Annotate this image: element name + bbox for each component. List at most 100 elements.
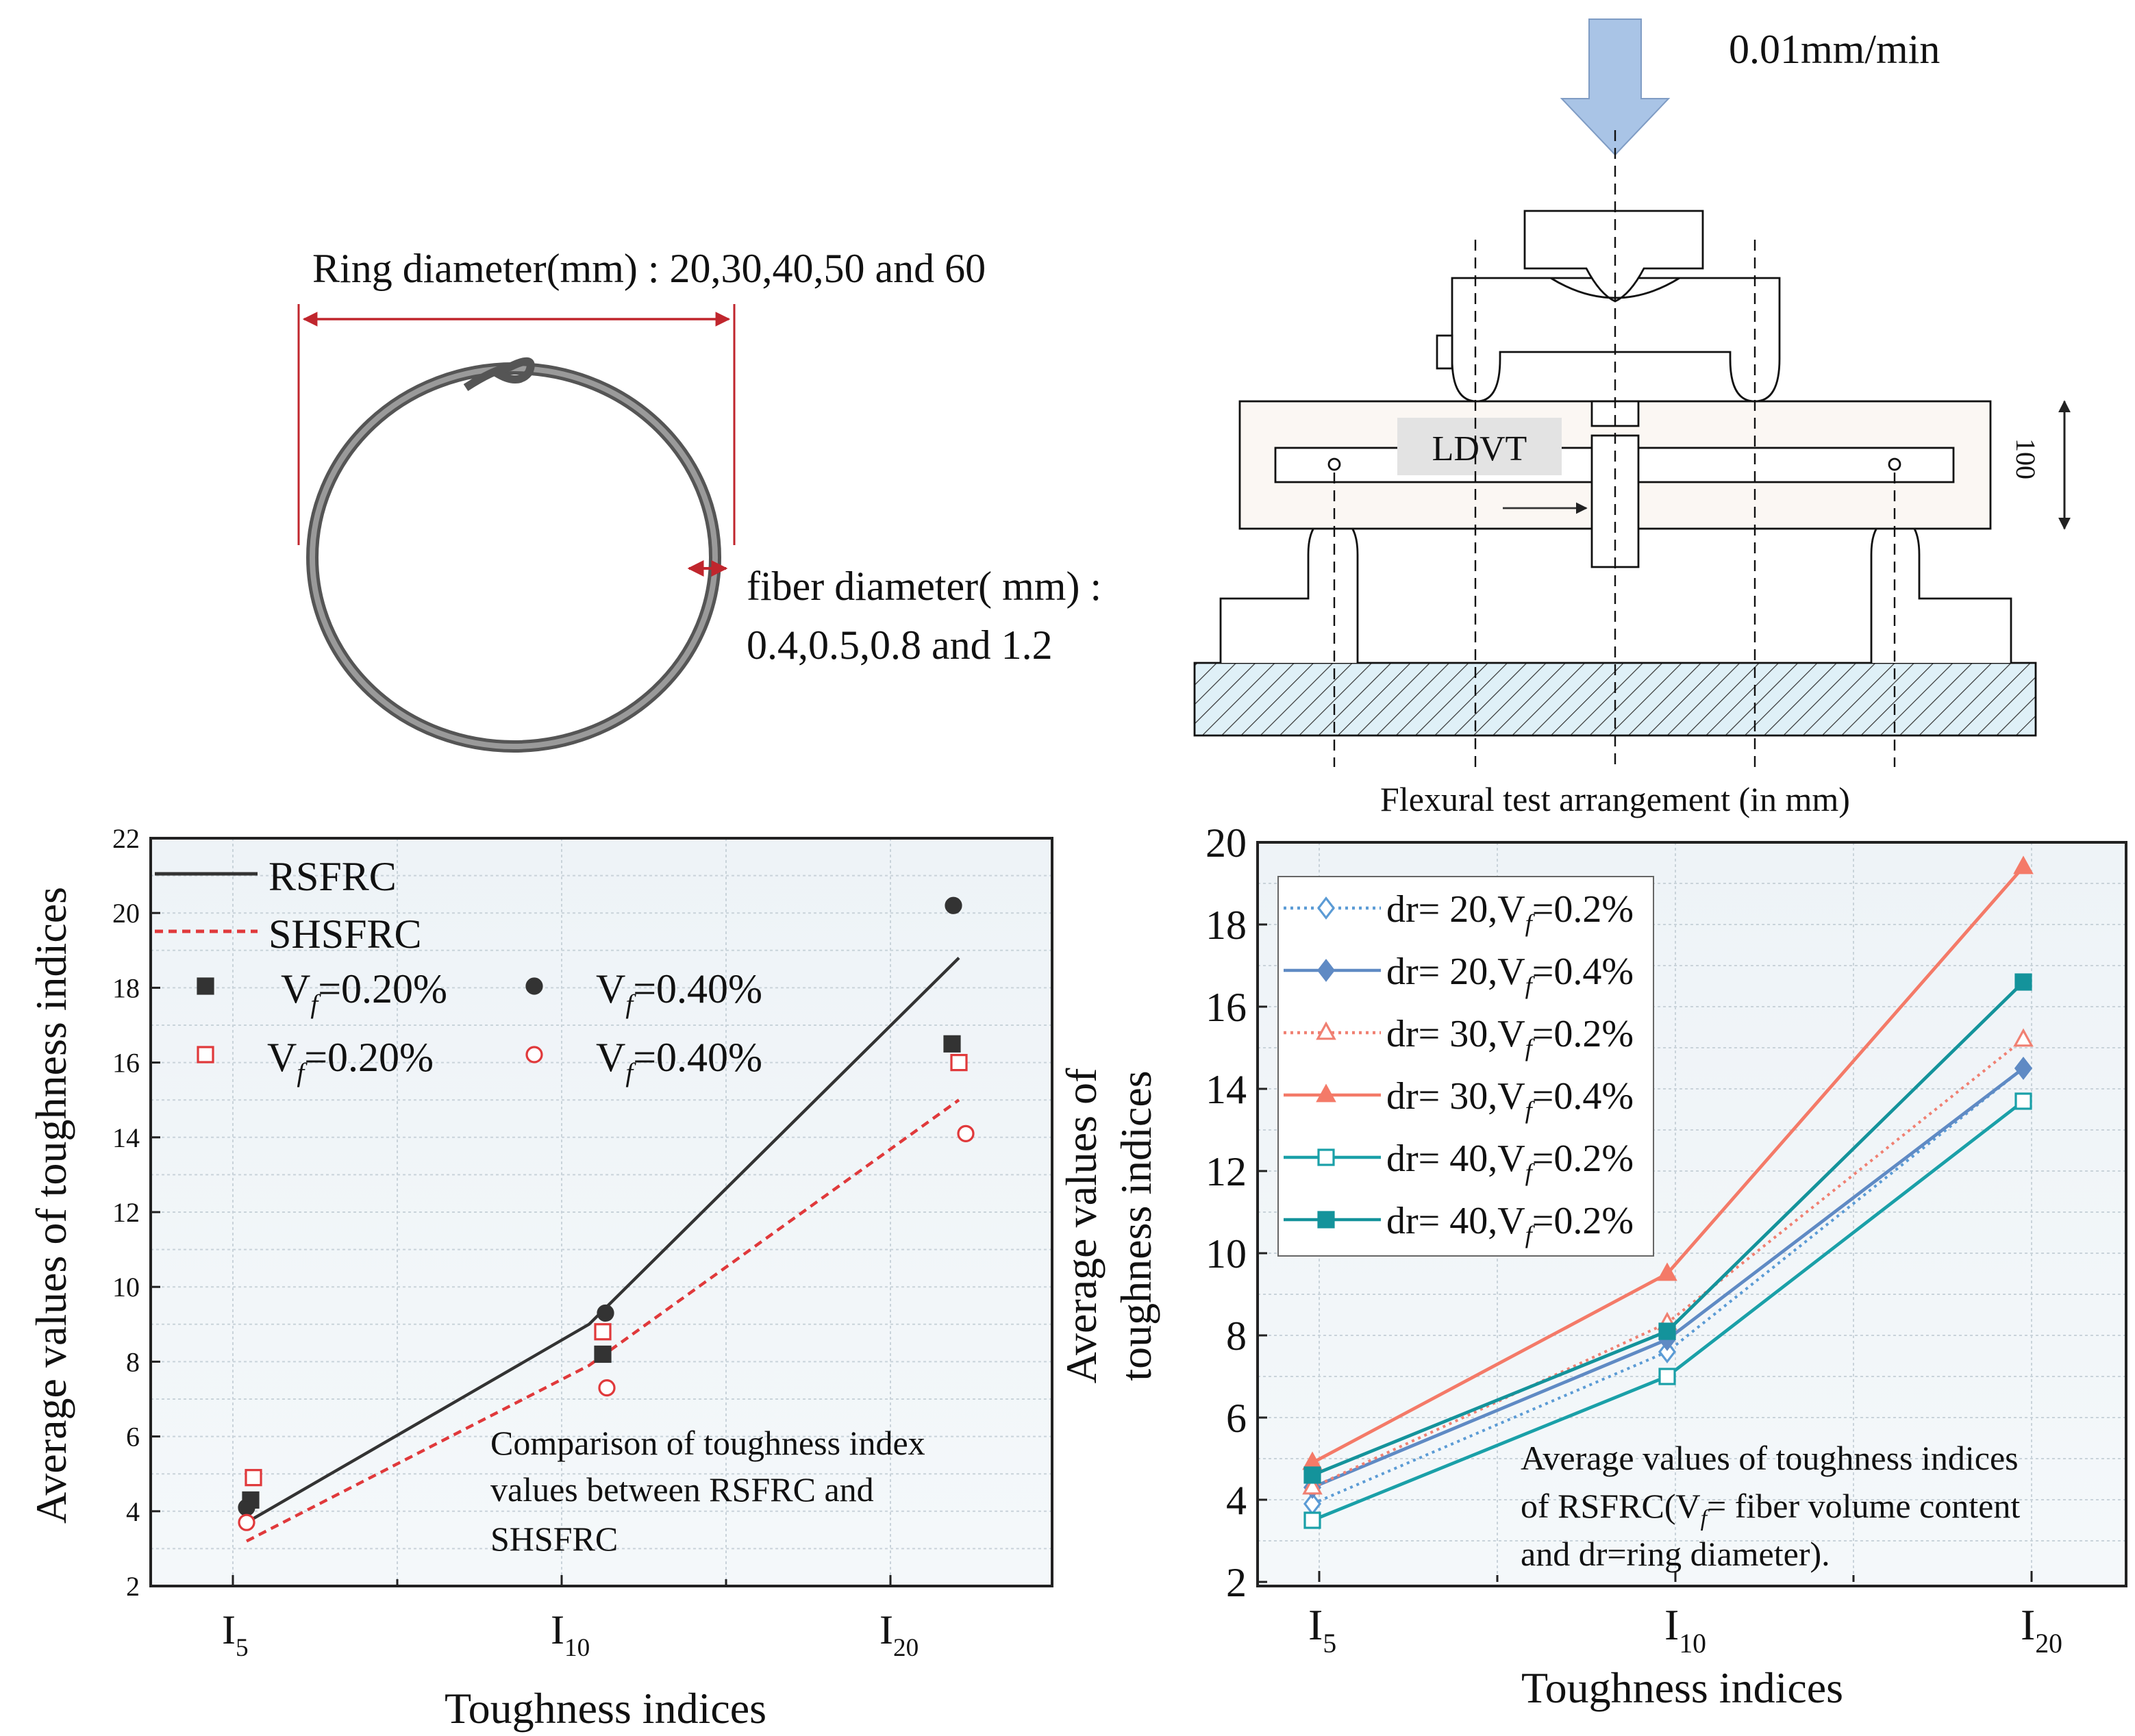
ring-fiber-highlight (310, 366, 718, 749)
legend-marker-open-circle (525, 1046, 543, 1064)
data-point-open-square (1303, 1511, 1321, 1529)
y-tick-label: 22 (112, 823, 140, 854)
data-point-open-square (594, 1323, 612, 1341)
legend: dr= 20,Vf=0.2% dr= 20,Vf=0.4% dr= 30,Vf=0.… (1284, 888, 1634, 1248)
loading-head (1451, 277, 1781, 403)
y-tick-label: 6 (126, 1422, 140, 1452)
x-tick-label: I10 (551, 1607, 590, 1662)
y-tick-label: 18 (1206, 903, 1247, 948)
legend-label-filled-circle: Vf=0.40% (596, 966, 762, 1019)
legend-marker-open-square (197, 1046, 214, 1064)
legend-marker-open-triangle (1316, 1021, 1336, 1040)
legend-label: dr= 40,Vf=0.2% (1386, 1200, 1634, 1248)
legend-label-rsfrc: RSFRC (269, 854, 397, 899)
legend-marker-open-diamond (1316, 896, 1336, 920)
data-point-filled-circle (238, 1498, 255, 1516)
y-tick-label: 12 (1206, 1149, 1247, 1194)
annotation-line-3: SHSFRC (490, 1520, 618, 1558)
height-label: 100 (2010, 438, 2041, 479)
fiber-diameter-label: fiber diameter( mm) : (747, 564, 1101, 609)
left-support (1219, 516, 1359, 663)
y-axis-label: Average values of toughness indices (27, 887, 75, 1524)
x-tick-label: I20 (2021, 1600, 2062, 1659)
data-point-filled-diamond (2014, 1057, 2033, 1080)
y-tick-label: 20 (112, 898, 140, 929)
legend-label-filled-square: Vf=0.20% (281, 966, 447, 1019)
legend-label-shsfrc: SHSFRC (269, 911, 421, 957)
data-point-open-diamond (1658, 1340, 1677, 1363)
load-rate-label: 0.01mm/min (1729, 27, 1940, 72)
legend-label-open-square: Vf=0.20% (267, 1035, 434, 1087)
data-point-filled-triangle (2013, 855, 2034, 875)
fiber-diameter-values: 0.4,0.5,0.8 and 1.2 (747, 622, 1053, 668)
data-point-filled-square (2014, 973, 2032, 991)
y-tick-label: 10 (112, 1272, 140, 1303)
ring-diagram: Ring diameter(mm) : 20,30,40,50 and 60 f… (297, 246, 1101, 753)
legend: RSFRC SHSFRC Vf=0.20% Vf=0.40% Vf=0.20% Vf=… (155, 854, 762, 1087)
data-point-filled-square (1658, 1322, 1676, 1340)
data-point-open-circle (957, 1124, 975, 1142)
legend-label: dr= 20,Vf=0.4% (1386, 951, 1634, 999)
y-axis-label-line-2: toughness indices (1112, 1070, 1160, 1381)
ring-diameter-label: Ring diameter(mm) : 20,30,40,50 and 60 (312, 246, 986, 291)
y-tick-label: 10 (1206, 1231, 1247, 1276)
series-line-shsfrc (245, 1098, 960, 1543)
data-point-filled-circle (597, 1304, 614, 1322)
y-tick-label: 14 (112, 1122, 140, 1153)
load-arrow-icon (1560, 18, 1671, 156)
data-point-filled-square (943, 1035, 961, 1053)
yoke-pin-right (1888, 457, 1901, 471)
y-tick-label: 18 (112, 972, 140, 1003)
plot-frame (1256, 841, 2127, 1587)
legend-box (1277, 876, 1654, 1257)
y-tick-label: 16 (112, 1048, 140, 1079)
annotation-line-1: Comparison of toughness index (490, 1424, 925, 1462)
x-axis-label: Toughness indices (1521, 1663, 1843, 1712)
legend-marker-filled-triangle (1316, 1083, 1336, 1103)
y-axis-label-line-1: Average values of (1057, 1068, 1106, 1384)
x-tick-label: I5 (1308, 1600, 1336, 1659)
y-tick-label: 2 (1226, 1560, 1247, 1605)
annotation-line-2: values between RSFRC and (490, 1470, 874, 1509)
data-point-filled-square (594, 1345, 612, 1363)
legend-label: dr= 20,Vf=0.2% (1386, 888, 1634, 937)
data-point-open-square (1658, 1368, 1676, 1385)
legend-label: dr= 40,Vf=0.2% (1386, 1137, 1634, 1186)
y-tick-label: 4 (126, 1496, 140, 1527)
y-tick-label: 4 (1226, 1478, 1247, 1523)
legend-marker-open-square (1317, 1148, 1335, 1166)
data-point-open-square (245, 1469, 262, 1487)
annotation-line-3: and dr=ring diameter). (1521, 1535, 1830, 1573)
data-point-filled-circle (945, 896, 962, 914)
legend-label-open-circle: Vf=0.40% (596, 1035, 762, 1087)
series-line-rsfrc (245, 957, 960, 1524)
x-tick-label: I20 (879, 1607, 919, 1662)
data-point-open-circle (598, 1379, 616, 1397)
legend-label: dr= 30,Vf=0.2% (1386, 1013, 1634, 1061)
legend-label: dr= 30,Vf=0.4% (1386, 1075, 1634, 1124)
legend-marker-filled-square (197, 977, 214, 995)
flexural-test-diagram: 0.01mm/min LDVT 100 Flexural test arrang… (1193, 18, 2071, 818)
legend-marker-filled-square (1317, 1211, 1335, 1229)
y-tick-label: 20 (1206, 820, 1247, 866)
data-point-open-triangle (1302, 1476, 1323, 1495)
data-point-filled-triangle (1657, 1262, 1677, 1281)
y-tick-label: 8 (1226, 1313, 1247, 1359)
ldvt-label: LDVT (1432, 429, 1527, 468)
loading-head-tab (1436, 334, 1453, 370)
y-tick-label: 16 (1206, 985, 1247, 1030)
data-point-open-square (950, 1053, 968, 1072)
data-point-open-circle (238, 1513, 255, 1531)
y-tick-label: 12 (112, 1197, 140, 1228)
apparatus-caption: Flexural test arrangement (in mm) (1380, 780, 1850, 818)
legend-marker-filled-circle (525, 977, 543, 995)
data-point-open-square (2014, 1092, 2032, 1110)
chart-toughness-comparison: 2 4 6 8 10 12 14 16 18 20 22 I5 I10 I20 RSFRC SHSFRC … (27, 823, 1053, 1733)
ring-knot (463, 357, 535, 392)
x-tick-label: I10 (1664, 1600, 1706, 1659)
legend-marker-filled-diamond (1316, 959, 1336, 982)
y-tick-label: 2 (126, 1571, 140, 1602)
y-tick-label: 8 (126, 1346, 140, 1377)
